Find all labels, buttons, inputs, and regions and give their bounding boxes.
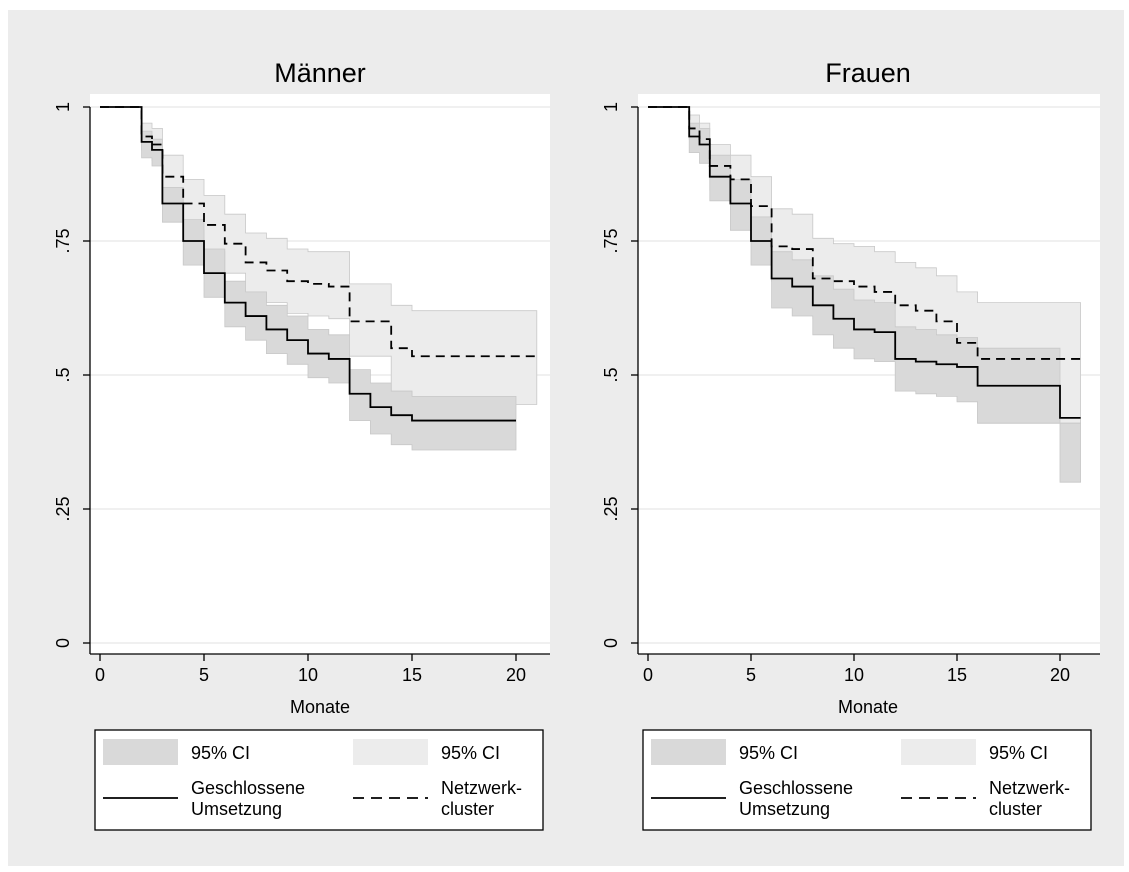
legend-label: Geschlossene Umsetzung <box>191 778 305 819</box>
y-tick-label: .75 <box>601 228 621 253</box>
legend-label: Netzwerk-cluster <box>989 778 1070 819</box>
y-tick-label: 1 <box>53 102 73 112</box>
x-axis-label: Monate <box>838 697 898 717</box>
x-tick-label: 15 <box>402 665 422 685</box>
survival-line-dashed <box>100 106 537 358</box>
x-tick-label: 10 <box>844 665 864 685</box>
legend-label-line: cluster <box>441 799 494 819</box>
x-tick-label: 15 <box>947 665 967 685</box>
x-tick-label: 20 <box>506 665 526 685</box>
legend-label: 95% CI <box>191 743 250 763</box>
x-axis-label: Monate <box>290 697 350 717</box>
legend-label-line: Geschlossene <box>191 778 305 798</box>
y-tick-label: 1 <box>601 102 621 112</box>
legend-label: 95% CI <box>739 743 798 763</box>
y-tick-label: 0 <box>53 638 73 648</box>
x-tick-label: 0 <box>95 665 105 685</box>
y-tick-label: 0 <box>601 638 621 648</box>
legend-label-line: Umsetzung <box>739 799 830 819</box>
x-tick-label: 5 <box>746 665 756 685</box>
legend-label: Netzwerk-cluster <box>441 778 522 819</box>
legend-label: Geschlossene Umsetzung <box>739 778 853 819</box>
legend-label-line: Netzwerk- <box>989 778 1070 798</box>
survival-lines <box>100 106 537 422</box>
x-tick-label: 20 <box>1050 665 1070 685</box>
legend-label-line: Geschlossene <box>739 778 853 798</box>
survival-line-solid <box>100 106 516 422</box>
legend-swatch-ci-dark <box>651 739 726 765</box>
x-tick-label: 10 <box>298 665 318 685</box>
survival-line-dashed <box>648 106 1081 360</box>
panel-title: Männer <box>274 58 366 88</box>
survival-lines <box>648 106 1081 419</box>
x-tick-label: 5 <box>199 665 209 685</box>
legend-label-line: Umsetzung <box>191 799 282 819</box>
y-tick-label: .75 <box>53 228 73 253</box>
legend-swatch-ci-light <box>353 739 428 765</box>
y-tick-label: .5 <box>53 367 73 382</box>
survival-line-solid <box>648 106 1081 419</box>
legend-swatch-ci-light <box>901 739 976 765</box>
y-tick-label: .25 <box>53 496 73 521</box>
legend-swatch-ci-dark <box>103 739 178 765</box>
legend-label: 95% CI <box>989 743 1048 763</box>
y-tick-label: .25 <box>601 496 621 521</box>
panel-title: Frauen <box>825 58 911 88</box>
legend-label-line: cluster <box>989 799 1042 819</box>
legend: 95% CI 95% CI Geschlossene Umsetzung Netzwer… <box>642 729 1092 831</box>
y-tick-label: .5 <box>601 367 621 382</box>
x-tick-label: 0 <box>643 665 653 685</box>
legend-label-line: Netzwerk- <box>441 778 522 798</box>
legend-label: 95% CI <box>441 743 500 763</box>
legend: 95% CI 95% CI Geschlossene Umsetzung Netzwer… <box>94 729 544 831</box>
